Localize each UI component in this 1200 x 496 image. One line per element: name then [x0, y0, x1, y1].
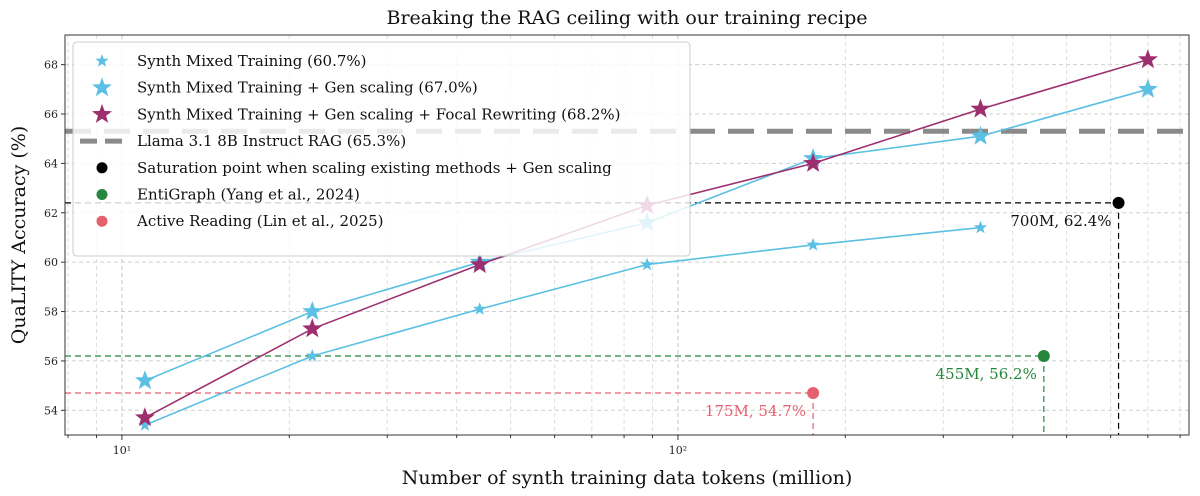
legend-label: Synth Mixed Training + Gen scaling (67.0… — [137, 79, 478, 97]
y-tick-label: 56 — [44, 355, 58, 368]
y-tick-label: 66 — [44, 108, 58, 121]
y-tick-label: 68 — [44, 59, 58, 72]
legend-label: Synth Mixed Training (60.7%) — [137, 52, 367, 70]
series-marker-star — [469, 254, 490, 274]
chart-title: Breaking the RAG ceiling with our traini… — [387, 7, 868, 29]
series-marker-star — [1137, 78, 1158, 98]
y-tick-label: 60 — [44, 256, 58, 269]
legend-star-icon — [92, 103, 112, 123]
legend-dot-icon — [96, 189, 108, 200]
legend-star-icon — [95, 54, 109, 67]
annotation-label: 700M, 62.4% — [1010, 212, 1111, 230]
legend-star-icon — [92, 77, 112, 97]
legend-label: Saturation point when scaling existing m… — [137, 159, 612, 177]
legend-label: Llama 3.1 8B Instruct RAG (65.3%) — [137, 132, 406, 150]
annotation-points: 700M, 62.4% 455M, 56.2% 175M, 54.7% — [705, 196, 1125, 420]
x-tick-label: 10² — [669, 444, 687, 457]
plot-frame — [64, 34, 1190, 436]
annotation-point — [1112, 196, 1125, 209]
y-tick-label: 58 — [44, 306, 58, 319]
series-marker-star — [305, 349, 319, 362]
y-tick-label: 64 — [44, 157, 58, 170]
legend: Synth Mixed Training (60.7%) Synth Mixed … — [72, 41, 691, 257]
annotation-point — [807, 387, 820, 400]
legend-label: Active Reading (Lin et al., 2025) — [136, 212, 384, 230]
axis-ticks: 54 56 58 60 62 64 66 68 10¹ 10² — [44, 59, 1181, 457]
series-marker-star — [970, 125, 991, 145]
series-marker-star — [640, 257, 654, 271]
legend-dot-icon — [96, 215, 108, 227]
series-marker-star — [973, 220, 988, 234]
annotation-label: 455M, 56.2% — [936, 365, 1037, 383]
series-line — [144, 226, 981, 426]
annotation-point — [1037, 349, 1050, 362]
legend-box — [72, 41, 691, 257]
series-marker-star — [302, 318, 323, 338]
series-marker-star — [806, 237, 820, 251]
legend-dot-icon — [96, 162, 108, 174]
series-marker-star — [135, 370, 155, 390]
y-axis-label: QuaLITY Accuracy (%) — [8, 126, 30, 344]
legend-label: Synth Mixed Training + Gen scaling + Foc… — [137, 105, 620, 123]
series-marker-star — [135, 407, 155, 427]
series-marker-star — [302, 301, 323, 320]
series-marker-star — [1137, 49, 1158, 69]
series-marker-star — [970, 98, 991, 118]
series-marker-star — [473, 302, 487, 315]
series-marker-star — [138, 418, 152, 431]
y-tick-label: 54 — [44, 404, 58, 417]
x-axis-label: Number of synth training data tokens (mi… — [402, 467, 853, 489]
series-marker-star — [803, 152, 824, 172]
legend-label: EntiGraph (Yang et al., 2024) — [137, 186, 360, 204]
annotation-label: 175M, 54.7% — [705, 402, 806, 420]
x-tick-label: 10¹ — [113, 444, 131, 457]
y-tick-label: 62 — [44, 207, 58, 220]
